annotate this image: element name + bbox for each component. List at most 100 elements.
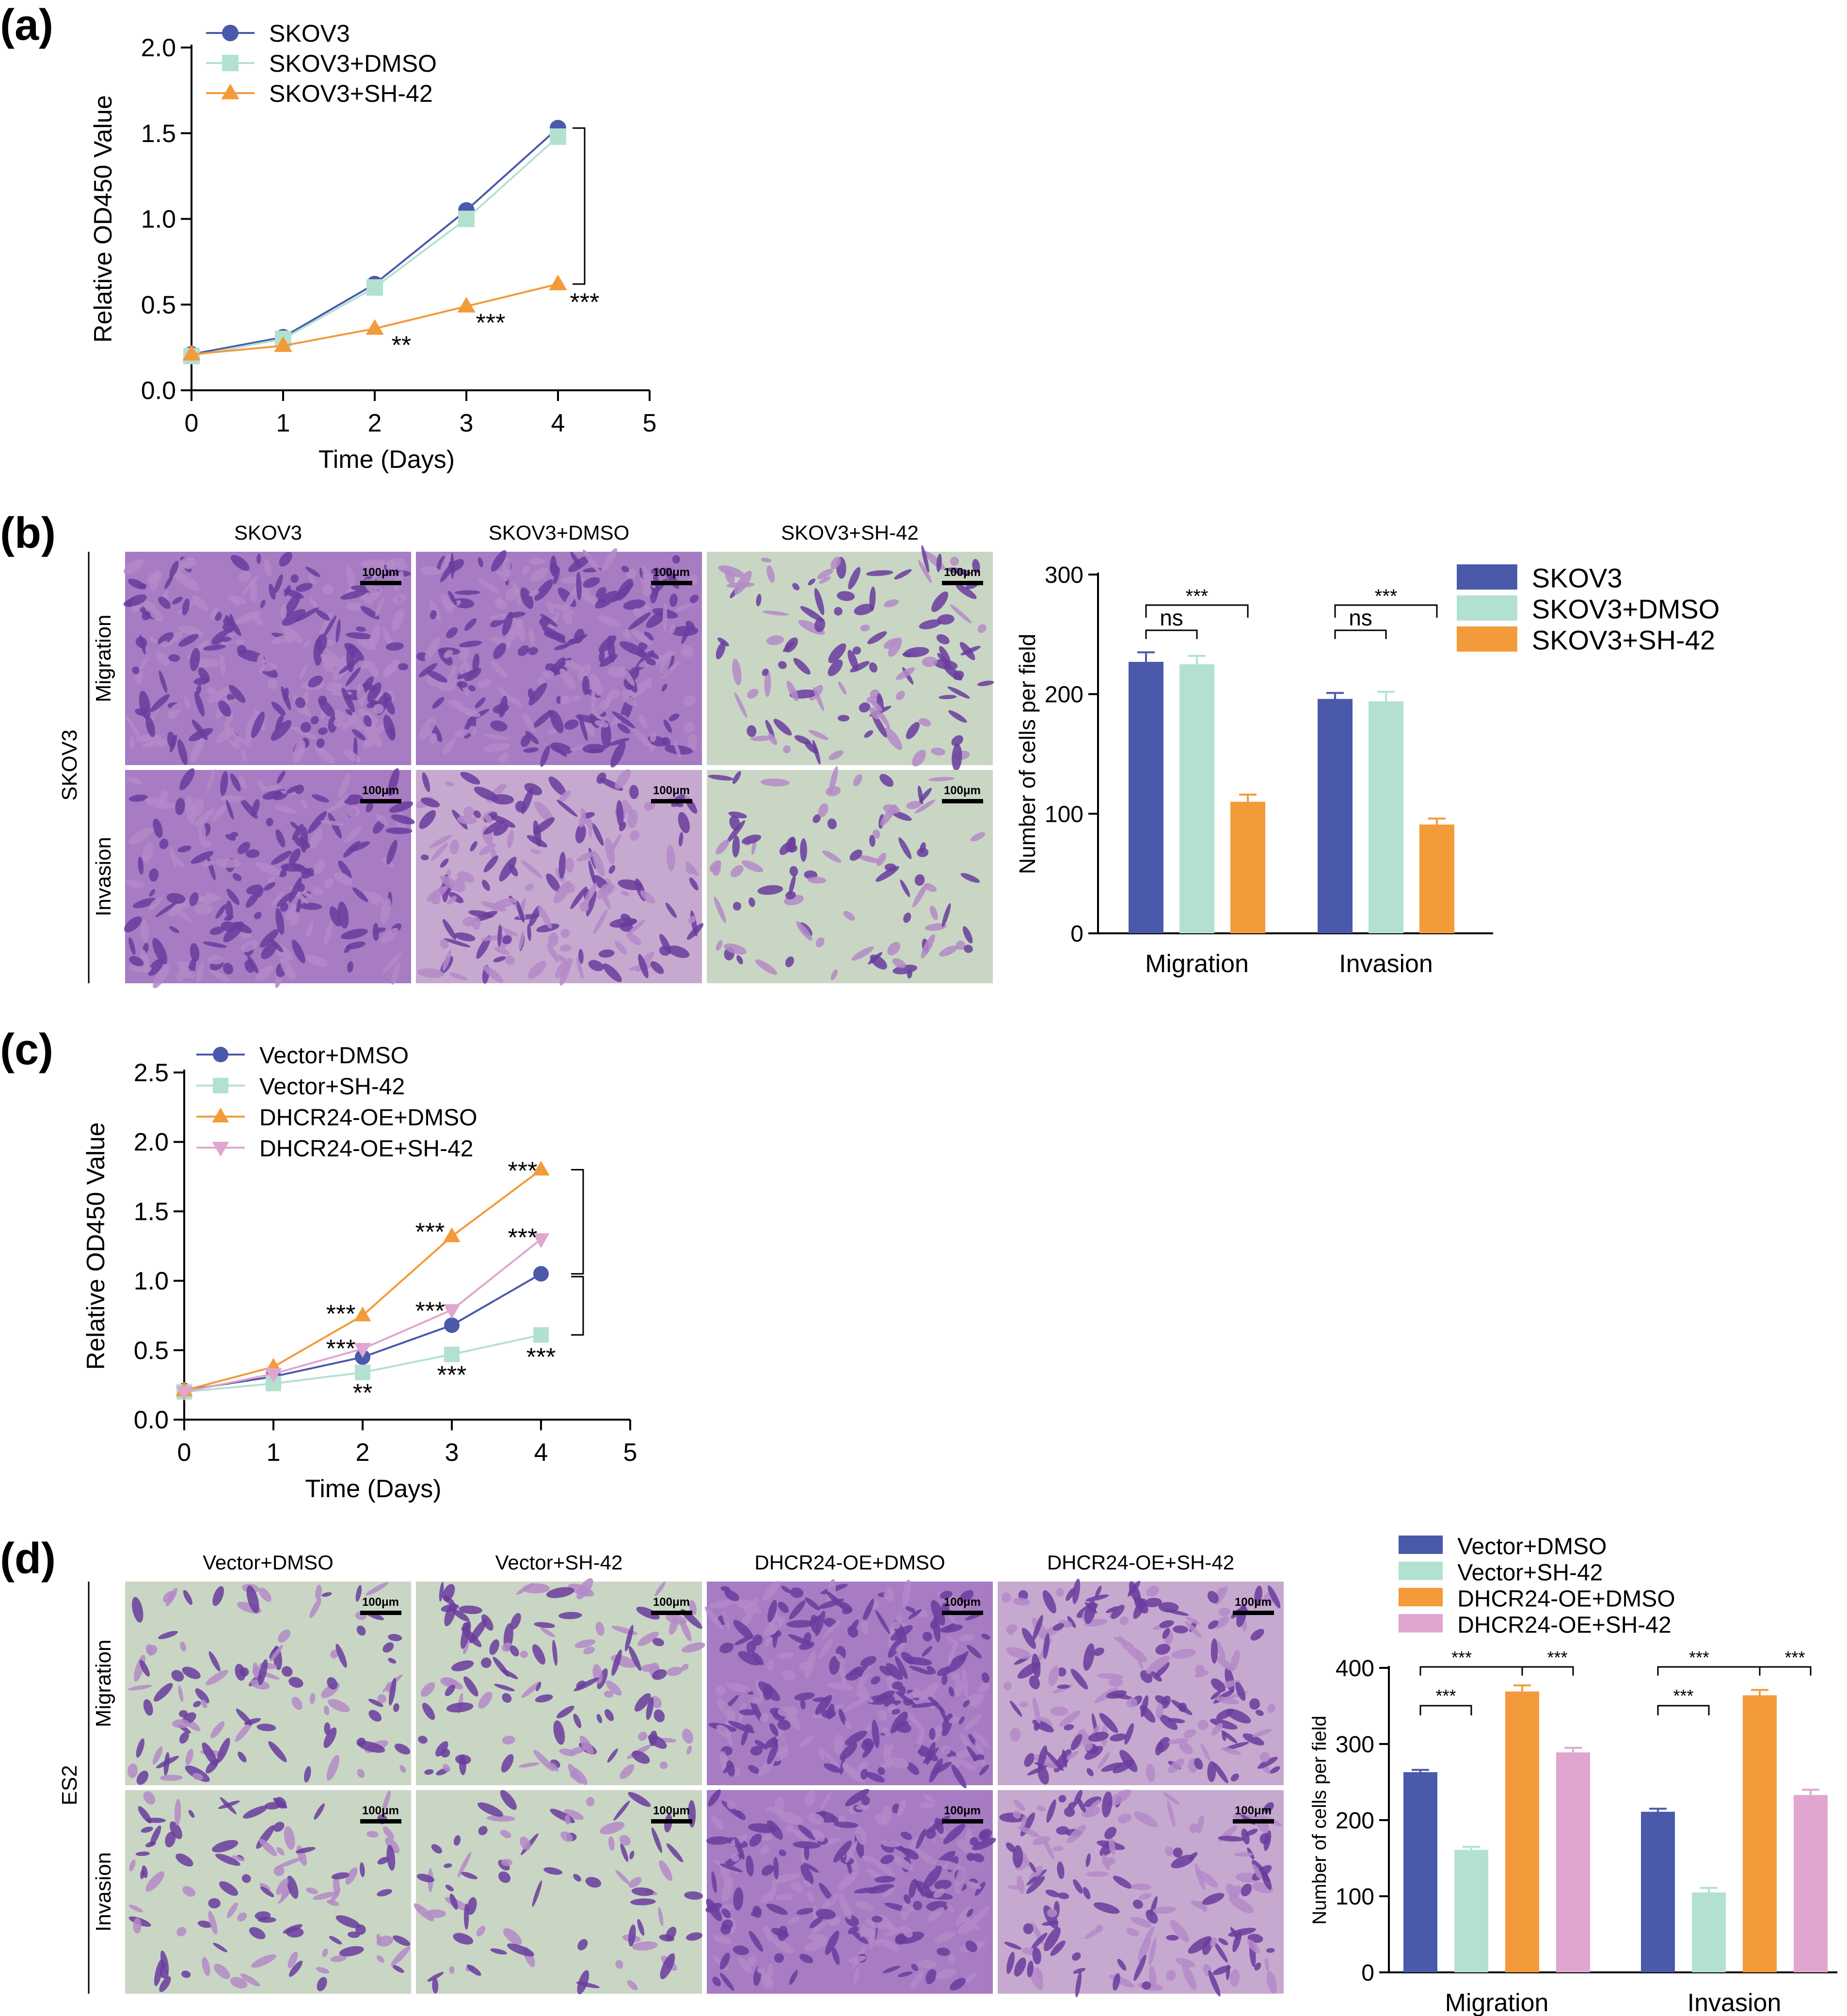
stained-cell — [568, 1584, 594, 1597]
stained-cell — [557, 800, 578, 817]
stained-cell — [457, 681, 468, 688]
stained-cell — [435, 1741, 448, 1757]
stained-cell — [548, 1762, 558, 1772]
stained-cell — [210, 1721, 225, 1739]
stained-cell — [334, 718, 343, 727]
stained-cell — [965, 1613, 981, 1621]
stained-cell — [892, 958, 906, 968]
stained-cell — [766, 635, 784, 645]
stained-cell — [281, 1666, 293, 1677]
scale-bar — [942, 1611, 983, 1615]
stained-cell — [147, 959, 163, 976]
data-point — [354, 1343, 371, 1358]
micrograph-image: 100μm — [998, 1790, 1284, 1998]
stained-cell — [931, 591, 949, 612]
significance-label: ** — [353, 1379, 372, 1408]
stained-cell — [838, 1709, 846, 1725]
x-tick-label: 5 — [623, 1439, 637, 1467]
significance-label: *** — [1451, 1648, 1472, 1667]
stained-cell — [546, 943, 559, 962]
stained-cell — [178, 625, 204, 637]
stained-cell — [133, 898, 158, 909]
stained-cell — [139, 1660, 150, 1677]
stained-cell — [166, 893, 186, 904]
stained-cell — [502, 611, 513, 636]
stained-cell — [300, 722, 311, 733]
y-tick-label: 2.0 — [141, 34, 176, 62]
stained-cell — [169, 926, 179, 933]
stained-cell — [680, 1619, 692, 1642]
stained-cell — [516, 620, 525, 642]
x-tick-label: 5 — [643, 409, 657, 437]
stained-cell — [127, 1685, 152, 1691]
stained-cell — [142, 842, 154, 864]
significance-label: *** — [1689, 1648, 1709, 1667]
data-point — [533, 1266, 549, 1282]
stained-cell — [723, 943, 747, 955]
y-tick-label: 0 — [1070, 921, 1083, 947]
stained-cell — [497, 926, 519, 937]
stained-cell — [383, 715, 396, 741]
stained-cell — [549, 610, 559, 632]
stained-cell — [357, 1741, 385, 1753]
stained-cell — [764, 1637, 772, 1647]
stained-cell — [724, 1590, 740, 1601]
stained-cell — [464, 618, 477, 631]
stained-cell — [327, 1699, 350, 1712]
stained-cell — [950, 557, 959, 566]
stained-cell — [595, 591, 619, 609]
stained-cell — [206, 1759, 219, 1774]
stained-cell — [250, 611, 263, 626]
stained-cell — [309, 828, 323, 849]
legend-entry: DHCR24-OE+SH-42 — [259, 1136, 473, 1162]
stained-cell — [440, 875, 463, 893]
legend-swatch — [1399, 1562, 1443, 1580]
stained-cell — [527, 924, 531, 942]
stained-cell — [766, 565, 775, 583]
stained-cell — [761, 558, 772, 562]
stained-cell — [660, 650, 672, 675]
stained-cell — [346, 941, 366, 949]
stained-cell — [235, 1664, 246, 1681]
stained-cell — [649, 1730, 658, 1746]
stained-cell — [284, 589, 304, 599]
stained-cell — [207, 686, 232, 704]
stained-cell — [838, 681, 847, 695]
scale-bar — [360, 1819, 401, 1824]
y-tick-label: 0.5 — [141, 291, 176, 319]
stained-cell — [316, 738, 325, 748]
stained-cell — [391, 608, 405, 631]
stained-cell — [860, 1619, 869, 1634]
stained-cell — [329, 906, 341, 927]
stained-cell — [869, 707, 879, 720]
stained-cell — [804, 1651, 816, 1679]
stained-cell — [848, 567, 860, 590]
stained-cell — [574, 1639, 596, 1648]
stained-cell — [289, 848, 301, 865]
stained-cell — [623, 599, 646, 610]
scale-bar-label: 100μm — [944, 784, 981, 797]
y-tick-label: 400 — [1336, 1656, 1374, 1681]
bar — [1641, 1811, 1675, 1972]
stained-cell — [605, 838, 615, 865]
data-point — [533, 1327, 549, 1343]
significance-bracket — [1419, 1705, 1472, 1715]
stained-cell — [877, 1767, 885, 1776]
stained-cell — [447, 896, 457, 905]
stained-cell — [215, 904, 226, 919]
stained-cell — [205, 892, 221, 901]
micrograph-image: 100μm — [707, 766, 993, 983]
data-point — [182, 345, 201, 361]
stained-cell — [439, 1582, 444, 1602]
stained-cell — [148, 636, 158, 644]
stained-cell — [783, 745, 791, 753]
stained-cell — [949, 1602, 975, 1613]
stained-cell — [894, 569, 912, 580]
stained-cell — [778, 661, 787, 669]
stained-cell — [483, 733, 511, 740]
stained-cell — [558, 851, 566, 879]
stained-cell — [136, 1770, 149, 1785]
stained-cell — [128, 964, 146, 973]
stained-cell — [764, 670, 771, 697]
stained-cell — [233, 922, 252, 934]
